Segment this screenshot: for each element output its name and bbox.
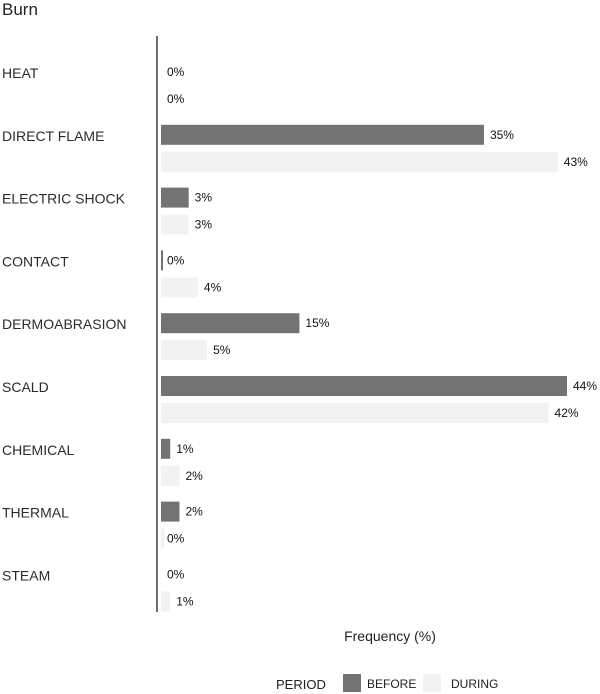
bar-during-steam — [161, 591, 171, 612]
value-label-before-thermal: 2% — [185, 505, 203, 519]
category-label-dermoabrasion: DERMOABRASION — [2, 316, 126, 332]
value-label-before-scald: 44% — [573, 379, 597, 393]
x-axis-title: Frequency (%) — [344, 628, 436, 644]
value-label-before-contact: 0% — [167, 253, 185, 267]
category-label-contact: CONTACT — [2, 253, 69, 269]
bar-during-chemical — [161, 465, 180, 486]
value-label-during-direct-flame: 43% — [564, 155, 588, 169]
value-label-before-heat: 0% — [167, 65, 185, 79]
category-label-heat: HEAT — [2, 65, 39, 81]
bar-before-contact — [161, 250, 163, 271]
legend-title: PERIOD — [276, 677, 326, 692]
legend-swatch-before — [343, 674, 361, 692]
legend: PERIOD BEFORE DURING — [276, 674, 498, 692]
bar-before-scald — [161, 376, 567, 396]
value-label-during-dermoabrasion: 5% — [213, 343, 231, 357]
bar-before-chemical — [161, 438, 171, 459]
bar-during-scald — [161, 403, 549, 423]
value-label-before-steam: 0% — [167, 567, 185, 581]
value-label-during-steam: 1% — [176, 594, 194, 608]
bar-during-dermoabrasion — [161, 340, 208, 361]
chart-title: Burn — [2, 0, 38, 19]
value-label-before-dermoabrasion: 15% — [305, 316, 329, 330]
value-label-before-direct-flame: 35% — [490, 128, 514, 142]
bar-during-thermal — [161, 528, 164, 549]
category-label-scald: SCALD — [2, 379, 49, 395]
category-label-electric-shock: ELECTRIC SHOCK — [2, 191, 126, 207]
value-label-during-electric-shock: 3% — [195, 218, 213, 232]
bar-before-dermoabrasion — [161, 313, 300, 334]
value-label-before-chemical: 1% — [176, 442, 194, 456]
bar-before-electric-shock — [161, 187, 189, 208]
value-label-during-chemical: 2% — [185, 469, 203, 483]
bar-during-direct-flame — [161, 151, 558, 172]
value-label-during-heat: 0% — [167, 92, 185, 106]
bar-during-contact — [161, 277, 198, 298]
legend-swatch-during — [423, 674, 441, 692]
value-label-during-contact: 4% — [204, 280, 222, 294]
bar-during-electric-shock — [161, 214, 189, 235]
bar-before-thermal — [161, 501, 180, 522]
legend-label-during: DURING — [451, 677, 498, 691]
legend-label-before: BEFORE — [367, 677, 416, 691]
value-label-before-electric-shock: 3% — [195, 191, 213, 205]
category-label-direct-flame: DIRECT FLAME — [2, 128, 104, 144]
value-label-during-scald: 42% — [555, 406, 579, 420]
value-label-during-thermal: 0% — [167, 532, 185, 546]
category-label-thermal: THERMAL — [2, 505, 69, 521]
bar-before-direct-flame — [161, 124, 484, 145]
bars-layer: HEAT 0% 0% DIRECT FLAME 35% 43% ELECTRIC SHOCK… — [2, 65, 597, 612]
category-label-steam: STEAM — [2, 567, 50, 583]
category-label-chemical: CHEMICAL — [2, 442, 75, 458]
